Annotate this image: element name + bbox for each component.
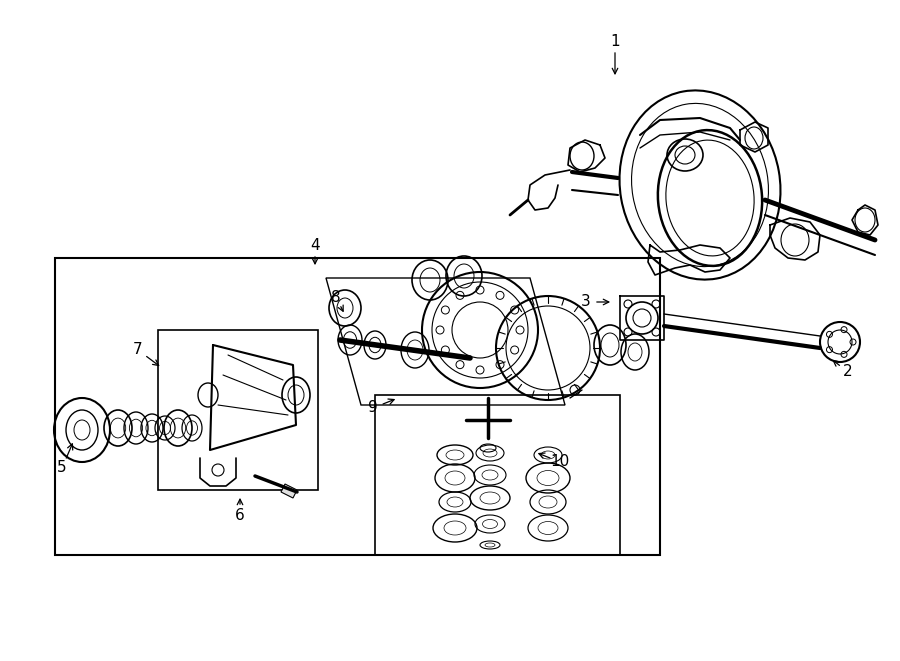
Text: 5: 5 [58,461,67,475]
Text: 3: 3 [581,295,591,309]
Text: 1: 1 [610,34,620,50]
Bar [158,330,318,490]
Polygon shape [281,484,297,498]
Text: 9: 9 [368,401,378,416]
Text: 4: 4 [310,239,320,254]
Bar [55,258,660,555]
Text: 6: 6 [235,508,245,522]
Text: 8: 8 [331,290,341,305]
Text: 10: 10 [551,455,570,469]
Text: 2: 2 [843,364,853,379]
Bar [375,395,620,555]
Text: 7: 7 [133,342,143,358]
